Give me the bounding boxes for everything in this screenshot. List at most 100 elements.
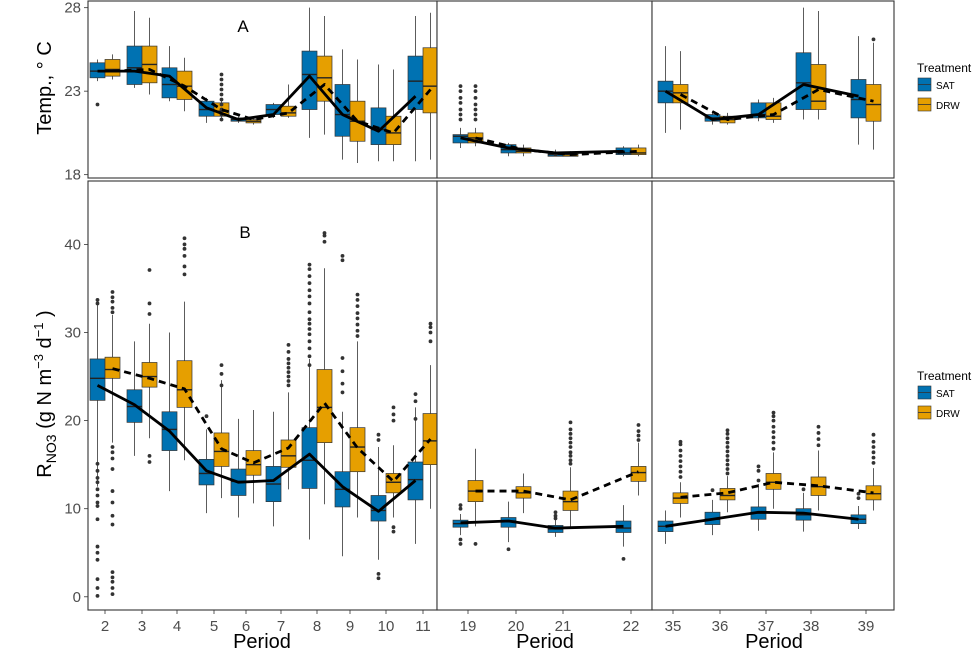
- x-axis-title-facet-3: Period: [745, 631, 803, 650]
- x-tick-label: 7: [277, 618, 285, 635]
- outlier-point: [340, 356, 345, 360]
- box-body: [104, 356, 121, 379]
- x-tick-label: 3: [138, 618, 146, 635]
- outlier-point: [355, 311, 360, 316]
- outlier-point: [871, 460, 876, 465]
- x-tick-label: 20: [508, 618, 525, 635]
- outlier-point: [458, 89, 463, 94]
- mean-line-drw: [679, 88, 874, 121]
- y-tick-label: 40: [64, 236, 81, 253]
- x-axis-title-facet-1: Period: [233, 631, 291, 650]
- outlier-point: [801, 487, 806, 492]
- panel-background: [652, 181, 894, 610]
- outlier-point: [636, 438, 641, 442]
- outlier-point: [871, 432, 876, 437]
- outlier-point: [307, 339, 312, 344]
- x-tick-label: 35: [665, 618, 682, 635]
- outlier-point: [568, 445, 573, 449]
- outlier-point: [110, 310, 115, 315]
- outlier-point: [871, 445, 876, 449]
- outlier-point: [110, 570, 115, 575]
- outlier-point: [771, 414, 776, 419]
- outlier-point: [355, 322, 360, 327]
- y-tick-label: 18: [64, 167, 81, 184]
- outlier-point: [458, 506, 463, 511]
- legend-label-drw: DRW: [936, 409, 960, 420]
- outlier-point: [428, 330, 433, 335]
- outlier-point: [307, 267, 312, 271]
- box-drw: [865, 37, 882, 150]
- outlier-point: [355, 334, 360, 338]
- box-body: [630, 466, 647, 482]
- outlier-point: [147, 301, 152, 306]
- box-drw: [141, 268, 158, 464]
- y-tick-label: 23: [64, 83, 81, 100]
- outlier-point: [307, 281, 312, 286]
- panel-border: [651, 0, 895, 179]
- outlier-point: [678, 442, 683, 447]
- mean-line-sat: [664, 83, 859, 121]
- panel-label: B: [239, 223, 250, 242]
- outlier-point: [506, 547, 511, 552]
- outlier-point: [286, 349, 291, 354]
- legend-label-sat: SAT: [936, 81, 955, 92]
- mean-line-drw: [680, 480, 874, 499]
- box-sat: [334, 49, 351, 160]
- outlier-point: [95, 594, 100, 598]
- outlier-point: [391, 412, 396, 417]
- facet-1: [87, 0, 439, 179]
- outlier-point: [771, 430, 776, 434]
- outlier-point: [771, 446, 776, 451]
- outlier-point: [413, 399, 418, 404]
- x-tick-label: 19: [460, 618, 477, 635]
- outlier-point: [725, 445, 730, 449]
- outlier-point: [182, 272, 187, 277]
- outlier-point: [725, 436, 730, 441]
- outlier-point: [95, 544, 100, 549]
- facet-1: [87, 180, 439, 611]
- box-drw: [280, 342, 297, 490]
- facet-3: [651, 180, 895, 611]
- outlier-point: [286, 361, 291, 366]
- outlier-point: [473, 95, 478, 100]
- outlier-point: [182, 246, 187, 251]
- outlier-point: [147, 460, 152, 464]
- outlier-point: [355, 292, 360, 297]
- outlier-point: [182, 242, 187, 247]
- outlier-point: [110, 489, 115, 493]
- outlier-point: [816, 431, 821, 435]
- outlier-point: [219, 82, 224, 87]
- outlier-point: [458, 112, 463, 117]
- outlier-point: [568, 440, 573, 445]
- outlier-point: [816, 437, 821, 442]
- outlier-point: [473, 542, 478, 546]
- mean-line-drw: [475, 470, 640, 502]
- outlier-point: [95, 102, 100, 107]
- outlier-point: [110, 579, 115, 584]
- box-drw: [865, 432, 882, 511]
- outlier-point: [856, 491, 861, 496]
- y-axis-title-units-d: d: [34, 337, 56, 354]
- outlier-point: [286, 379, 291, 383]
- outlier-point: [413, 392, 418, 397]
- box-body: [795, 52, 812, 110]
- y-axis-title-r: R: [34, 463, 56, 477]
- outlier-point: [219, 363, 224, 368]
- outlier-point: [110, 500, 115, 505]
- outlier-point: [110, 586, 115, 590]
- outlier-point: [621, 557, 626, 561]
- outlier-point: [110, 575, 115, 580]
- outlier-point: [391, 525, 396, 530]
- outlier-point: [391, 529, 396, 534]
- outlier-point: [816, 443, 821, 448]
- outlier-point: [678, 475, 683, 479]
- outlier-point: [725, 453, 730, 458]
- outlier-point: [110, 592, 115, 597]
- outlier-point: [95, 301, 100, 306]
- outlier-point: [95, 480, 100, 485]
- outlier-point: [307, 274, 312, 279]
- outlier-point: [95, 550, 100, 555]
- outlier-point: [725, 449, 730, 454]
- outlier-point: [756, 478, 761, 483]
- box-body: [176, 360, 193, 408]
